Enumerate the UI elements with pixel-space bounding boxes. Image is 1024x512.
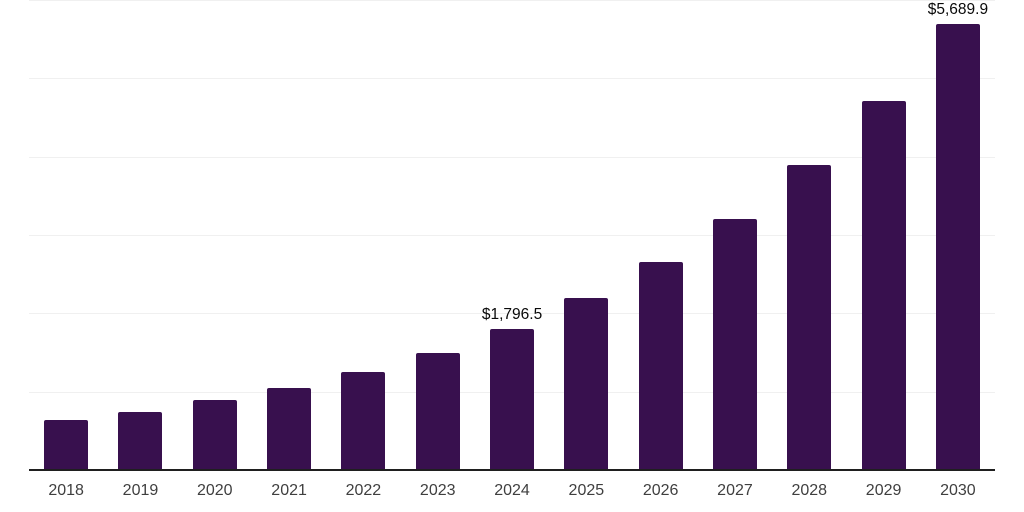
bar-slot-2028	[772, 0, 846, 470]
gridline-3000	[29, 235, 995, 236]
bar-2021	[267, 387, 312, 470]
chart-area: $1,796.5 $5,689.9 2018 2019 2020 2021 2022 202…	[29, 0, 995, 512]
bar-2025	[564, 298, 609, 470]
bars-row: $1,796.5 $5,689.9	[29, 0, 995, 470]
bar-2028	[787, 164, 832, 470]
bar-slot-2023	[401, 0, 475, 470]
x-tick-label-2023: 2023	[419, 482, 456, 499]
gridline-5000	[29, 78, 995, 79]
plot-area: $1,796.5 $5,689.9	[29, 0, 995, 471]
bar-2027	[712, 219, 757, 470]
x-tick-label-2029: 2029	[865, 482, 902, 499]
bar-slot-2019	[103, 0, 177, 470]
bar-slot-2021	[252, 0, 326, 470]
x-tick-label-2026: 2026	[642, 482, 679, 499]
x-tick-label-2022: 2022	[345, 482, 382, 499]
x-tick-label-2025: 2025	[568, 482, 605, 499]
x-tick-label-2019: 2019	[122, 482, 159, 499]
x-tick-label-2027: 2027	[717, 482, 753, 499]
data-label-2024: $1,796.5	[481, 306, 543, 324]
bar-slot-2024: $1,796.5	[475, 0, 549, 470]
x-tick-label-2018: 2018	[48, 482, 84, 499]
bar-slot-2026	[624, 0, 698, 470]
gridline-4000	[29, 157, 995, 158]
bar-2024	[490, 329, 535, 470]
bar-slot-2027	[698, 0, 772, 470]
bar-slot-2025	[549, 0, 623, 470]
bar-2030	[935, 24, 980, 470]
data-label-2030: $5,689.9	[927, 1, 989, 19]
x-tick-label-2021: 2021	[271, 482, 307, 499]
bar-2022	[341, 372, 386, 470]
x-tick-label-2030: 2030	[940, 482, 976, 499]
x-axis-line	[29, 469, 995, 471]
gridline-2000	[29, 313, 995, 314]
bar-slot-2030: $5,689.9	[921, 0, 995, 470]
x-tick-label-2028: 2028	[791, 482, 828, 499]
bar-2029	[861, 101, 906, 470]
bar-2018	[44, 419, 89, 470]
bar-2019	[118, 412, 163, 470]
gridline-6000	[29, 0, 995, 1]
bar-2026	[638, 262, 683, 470]
bar-2023	[415, 353, 460, 470]
bar-slot-2022	[326, 0, 400, 470]
x-tick-label-2024: 2024	[494, 482, 530, 499]
bar-slot-2029	[846, 0, 920, 470]
bar-slot-2018	[29, 0, 103, 470]
x-tick-label-2020: 2020	[196, 482, 233, 499]
bar-slot-2020	[178, 0, 252, 470]
x-axis-labels: 2018 2019 2020 2021 2022 2023 2024 2025 2026 2027…	[29, 481, 995, 500]
bar-2020	[192, 400, 237, 470]
